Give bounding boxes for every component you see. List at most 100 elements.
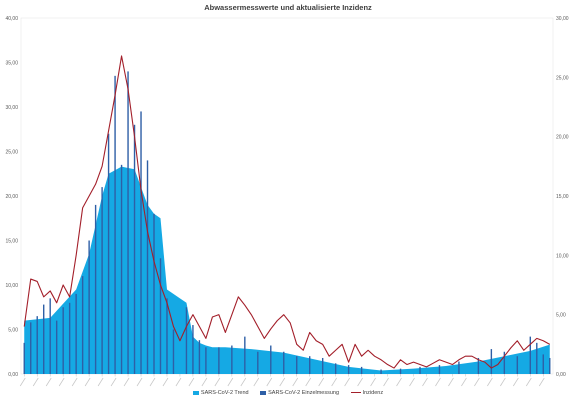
x-tick-label: [331, 377, 337, 387]
measurement-bar: [133, 124, 136, 374]
legend-item-einzelmessung: SARS-CoV-2 Einzelmessung: [260, 390, 339, 396]
measurement-bar: [185, 307, 188, 374]
y-right-tick-label: 0,00: [556, 372, 566, 378]
chart-title: Abwassermesswerte und aktualisierte Inzi…: [204, 3, 372, 12]
y-left-tick-label: 10,00: [5, 283, 18, 289]
x-tick-label: [97, 377, 104, 387]
measurement-bar: [62, 307, 64, 374]
measurement-bar: [49, 298, 51, 374]
y-left-tick-label: 0,00: [8, 372, 18, 378]
measurement-bar: [30, 322, 32, 374]
y-left-tick-label: 15,00: [5, 239, 18, 245]
measurement-bar: [231, 345, 233, 374]
measurement-bar: [140, 111, 142, 374]
x-tick-label: [123, 377, 130, 387]
legend-swatch-trend: [192, 390, 199, 395]
measurement-bar: [36, 316, 38, 374]
measurement-bar: [81, 276, 84, 374]
x-tick-label: [370, 377, 376, 387]
measurement-bar: [244, 336, 246, 374]
x-tick-label: [461, 377, 467, 387]
x-tick-label: [175, 377, 182, 387]
measurement-bar: [360, 366, 363, 374]
measurement-bar: [146, 160, 149, 374]
x-tick-label: [71, 377, 78, 387]
x-tick-label: [58, 377, 65, 387]
measurement-bar: [43, 304, 45, 374]
legend-swatch-einzelmessung: [260, 390, 267, 395]
incidence-line: [23, 55, 551, 369]
y-left-tick-label: 20,00: [5, 194, 18, 200]
measurement-bar: [458, 361, 460, 374]
x-tick-label: [422, 377, 428, 387]
x-tick-label: [201, 377, 208, 387]
legend: SARS-CoV-2 Trend SARS-CoV-2 Einzelmessun…: [0, 390, 576, 396]
legend-label-trend: SARS-CoV-2 Trend: [200, 390, 249, 396]
y-right-tick-label: 30,00: [556, 16, 569, 22]
measurement-bar: [101, 187, 103, 374]
y-left-tick-label: 5,00: [8, 328, 18, 334]
measurement-bar: [172, 329, 175, 374]
x-tick-label: [84, 377, 91, 387]
measurement-bar: [198, 340, 201, 374]
y-right-tick-label: 5,00: [556, 313, 566, 319]
x-tick-label: [292, 377, 299, 387]
measurement-bar: [23, 342, 25, 374]
measurement-bar: [380, 369, 382, 374]
x-tick-label: [409, 377, 415, 387]
measurement-bar: [88, 240, 90, 374]
x-tick-label: [500, 377, 506, 387]
y-left-tick-label: 30,00: [5, 105, 18, 111]
x-tick-label: [344, 377, 350, 387]
x-tick-label: [162, 377, 169, 387]
x-tick-label: [357, 377, 363, 387]
x-tick-label: [214, 377, 221, 387]
measurement-bar: [536, 342, 538, 374]
trend-area: [24, 166, 550, 374]
measurement-bar: [296, 356, 298, 374]
x-tick-label: [240, 377, 247, 387]
y-left-tick-label: 35,00: [5, 61, 18, 67]
x-tick-label: [19, 377, 26, 387]
measurement-bar: [166, 298, 168, 374]
measurement-bar: [516, 356, 519, 374]
legend-label-einzelmessung: SARS-CoV-2 Einzelmessung: [268, 390, 340, 396]
measurement-bar: [127, 71, 129, 375]
measurement-bar: [68, 302, 71, 374]
measurement-bar: [120, 164, 123, 374]
measurement-bar: [94, 204, 97, 374]
legend-label-inzidenz: Inzidenz: [362, 390, 384, 396]
measurement-bar: [503, 351, 506, 374]
measurement-bar: [257, 351, 259, 374]
x-tick-label: [266, 377, 273, 387]
measurement-bar: [477, 357, 480, 374]
measurement-bar: [549, 357, 551, 374]
y-right-tick-label: 25,00: [556, 75, 569, 81]
x-tick-label: [279, 377, 286, 387]
x-tick-label: [45, 377, 52, 387]
y-right-tick-label: 15,00: [556, 194, 569, 200]
x-tick-label: [188, 377, 195, 387]
x-tick-label: [32, 377, 39, 387]
x-tick-label: [227, 377, 234, 387]
measurement-bar: [529, 336, 531, 374]
measurement-bar: [419, 366, 421, 374]
measurement-bar: [334, 363, 337, 374]
measurement-bar: [153, 213, 155, 374]
x-tick-label: [512, 377, 519, 387]
measurement-bar: [192, 325, 194, 374]
x-tick-label: [318, 377, 325, 387]
measurement-bar: [490, 349, 493, 374]
x-tick-label: [525, 377, 532, 387]
measurement-bar: [438, 365, 441, 374]
y-left-tick-label: 25,00: [5, 150, 18, 156]
measurement-bar: [55, 320, 58, 374]
x-tick-label: [110, 377, 117, 387]
legend-item-trend: SARS-CoV-2 Trend: [192, 390, 249, 396]
y-right-tick-label: 20,00: [556, 135, 569, 141]
measurement-bar: [283, 351, 285, 374]
x-tick-label: [305, 377, 312, 387]
x-tick-label: [136, 377, 143, 387]
